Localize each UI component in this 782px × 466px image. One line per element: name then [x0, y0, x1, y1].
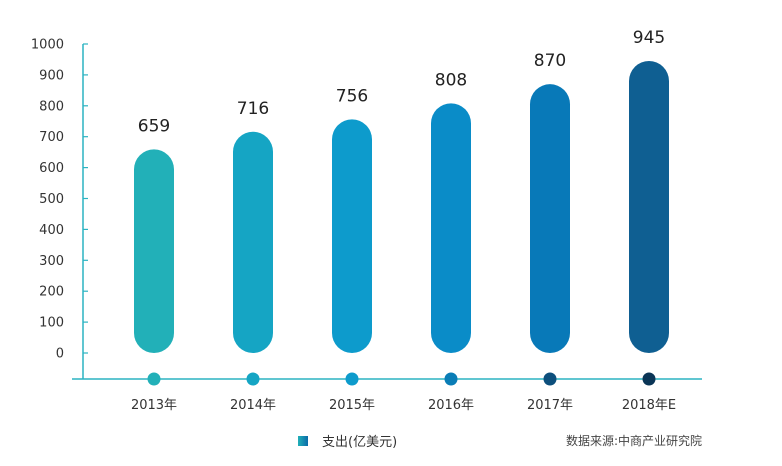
y-tick-label: 800 — [39, 99, 64, 114]
y-tick-label: 700 — [39, 130, 64, 145]
x-axis-dot — [543, 372, 557, 386]
bar — [629, 60, 669, 354]
x-axis-dot — [147, 372, 161, 386]
bar — [530, 84, 570, 354]
y-tick-label: 200 — [39, 285, 64, 300]
bar — [233, 131, 273, 353]
bar — [431, 103, 471, 353]
x-tick-label: 2018年E — [622, 398, 676, 413]
data-label: 659 — [138, 116, 170, 136]
legend: 支出(亿美元) — [298, 431, 397, 450]
x-tick-label: 2015年 — [329, 398, 375, 413]
x-axis-dot — [444, 372, 458, 386]
source-note: 数据来源:中商产业研究院 — [565, 434, 702, 448]
x-tick-label: 2013年 — [131, 398, 177, 413]
y-tick-label: 100 — [39, 316, 64, 331]
data-label: 716 — [237, 99, 269, 119]
y-tick-label: 900 — [39, 68, 64, 83]
legend-swatch — [298, 435, 308, 446]
data-label: 756 — [336, 86, 368, 106]
x-axis: 2013年 2014年 2015年 2016年 2017年 2018年E — [72, 372, 702, 413]
data-label: 870 — [534, 51, 566, 71]
legend-label: 支出(亿美元) — [322, 435, 398, 450]
data-label: 808 — [435, 70, 467, 90]
x-tick-label: 2016年 — [428, 398, 474, 413]
bar — [134, 149, 174, 353]
y-tick-label: 0 — [56, 347, 64, 362]
y-tick-label: 500 — [39, 192, 64, 207]
x-axis-dot — [642, 372, 656, 386]
x-axis-dot — [246, 372, 260, 386]
x-tick-label: 2014年 — [230, 398, 276, 413]
y-tick-label: 1000 — [31, 38, 64, 53]
bar — [332, 119, 372, 353]
y-tick-label: 300 — [39, 254, 64, 269]
x-tick-label: 2017年 — [527, 398, 573, 413]
bars: 659 716 756 808 870 945 — [134, 28, 669, 354]
y-tick-label: 400 — [39, 223, 64, 238]
x-axis-dot — [345, 372, 359, 386]
y-axis: 0 100 200 300 400 500 600 700 800 900 1000 — [31, 38, 88, 379]
data-label: 945 — [633, 28, 665, 48]
y-tick-label: 600 — [39, 161, 64, 176]
